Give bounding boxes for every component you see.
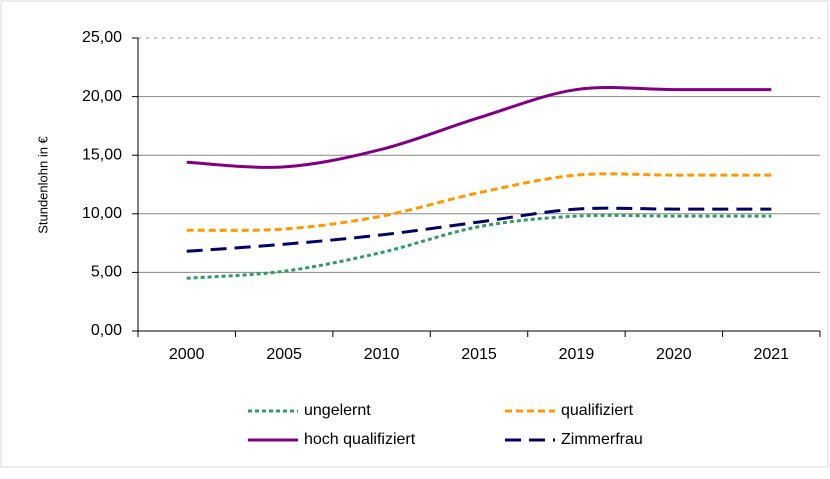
legend-label: Zimmerfrau xyxy=(561,431,643,448)
y-tick-label: 5,00 xyxy=(91,264,122,281)
x-tick-label: 2015 xyxy=(461,346,497,363)
x-tick-label: 2021 xyxy=(753,346,789,363)
y-tick-label: 20,00 xyxy=(82,88,122,105)
x-tick-label: 2000 xyxy=(169,346,205,363)
x-tick-label: 2010 xyxy=(364,346,400,363)
series-line xyxy=(186,86,772,169)
x-tick-label: 2020 xyxy=(656,346,692,363)
legend-label: qualifiziert xyxy=(561,402,634,419)
x-tick-label: 2019 xyxy=(559,346,595,363)
chart-border xyxy=(0,0,829,468)
x-tick-label: 2005 xyxy=(266,346,302,363)
y-tick-label: 25,00 xyxy=(82,29,122,46)
y-axis-label: Stundenlohn in € xyxy=(35,135,50,233)
series-line xyxy=(186,206,772,253)
legend-label: ungelernt xyxy=(304,402,371,419)
y-tick-label: 15,00 xyxy=(82,146,122,163)
series-line xyxy=(186,213,772,280)
y-tick-label: 10,00 xyxy=(82,205,122,222)
legend-label: hoch qualifiziert xyxy=(304,431,416,448)
y-tick-label: 0,00 xyxy=(91,322,122,339)
